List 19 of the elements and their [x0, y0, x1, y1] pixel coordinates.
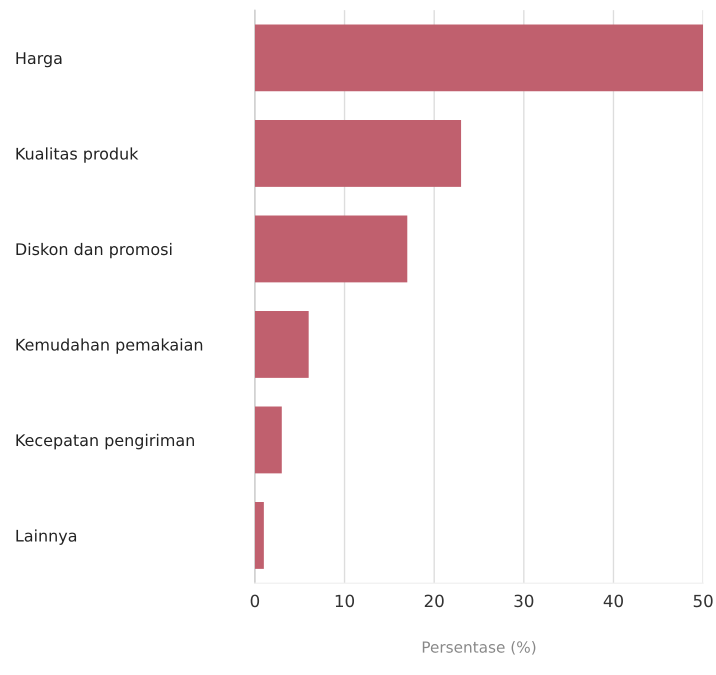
- x-tick-label: 50: [694, 594, 713, 608]
- x-tick-label: 0: [250, 594, 260, 608]
- y-tick-label: Kemudahan pemakaian: [16, 338, 202, 354]
- x-tick-label: 40: [604, 594, 623, 608]
- y-tick-label: Kecepatan pengiriman: [16, 434, 194, 450]
- bar: [254, 406, 282, 474]
- y-tick-label: Lainnya: [16, 529, 76, 545]
- x-tick-label: 20: [424, 594, 444, 608]
- x-tick-label: 30: [514, 594, 534, 608]
- x-tick-label: 10: [336, 594, 354, 608]
- bar: [254, 24, 704, 92]
- bar: [254, 502, 264, 569]
- x-axis-title: Persentase (%): [422, 641, 536, 655]
- y-tick-label: Kualitas produk: [16, 147, 138, 163]
- y-tick-label: Diskon dan promosi: [16, 242, 172, 258]
- bar: [254, 215, 408, 282]
- bar: [254, 310, 309, 378]
- y-tick-label: Harga: [16, 52, 62, 68]
- bar: [254, 120, 462, 187]
